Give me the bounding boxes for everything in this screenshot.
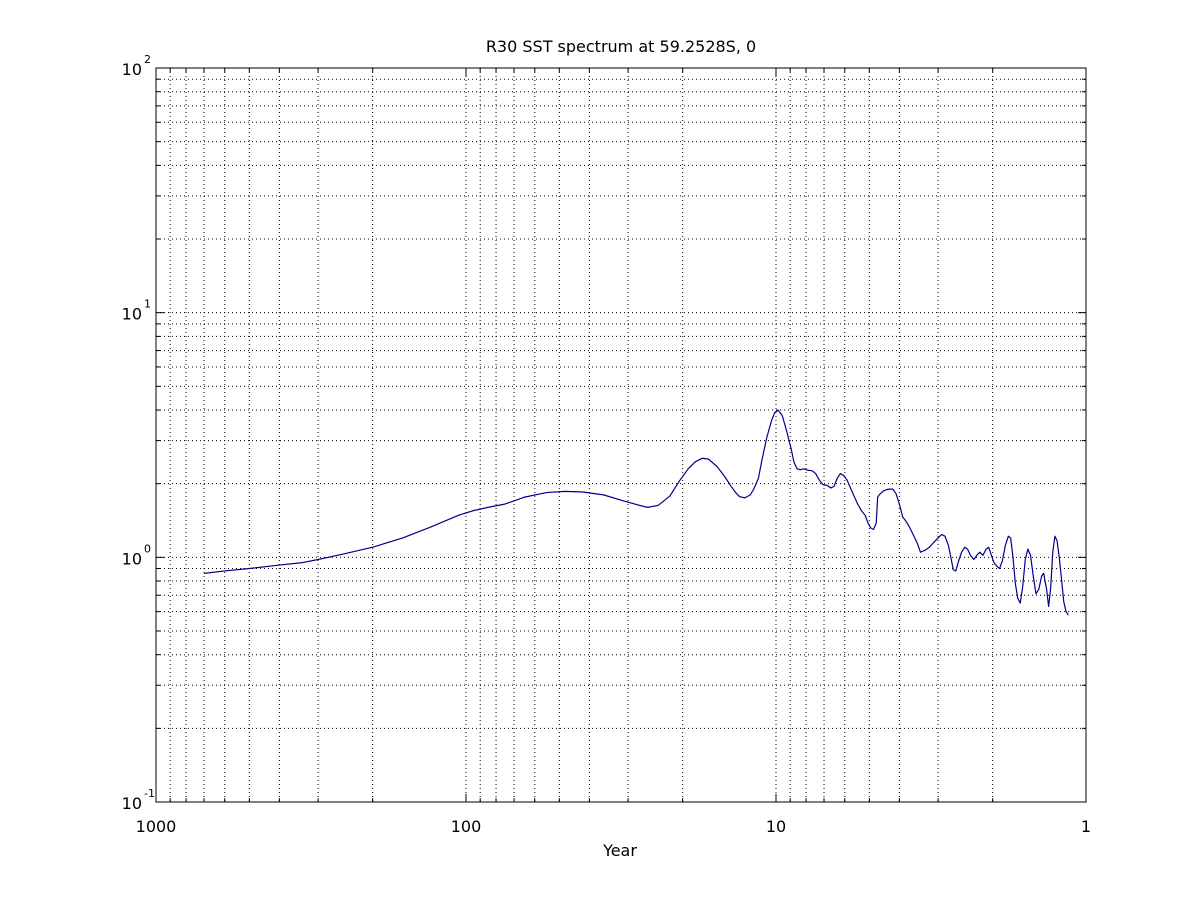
y-tick-label: 10 [122, 305, 142, 324]
series-layer [203, 409, 1069, 616]
x-tick-label: 100 [451, 817, 482, 836]
chart-title: R30 SST spectrum at 59.2528S, 0 [486, 37, 756, 56]
y-tick-exponent: 0 [144, 542, 151, 555]
y-tick-exponent: 2 [144, 53, 151, 66]
y-tick-exponent: 1 [144, 298, 151, 311]
y-tick-exponent: -1 [144, 787, 155, 800]
axis-ticks [156, 68, 1087, 803]
y-tick-label: 10 [122, 549, 142, 568]
x-tick-label: 1 [1081, 817, 1091, 836]
grid [156, 68, 1086, 802]
y-tick-label: 10 [122, 60, 142, 79]
x-tick-label: 1000 [136, 817, 177, 836]
x-axis-label: Year [602, 841, 637, 860]
series-line [203, 409, 1069, 616]
x-tick-label: 10 [766, 817, 786, 836]
plot-frame [155, 67, 1087, 803]
y-tick-label: 10 [122, 794, 142, 813]
